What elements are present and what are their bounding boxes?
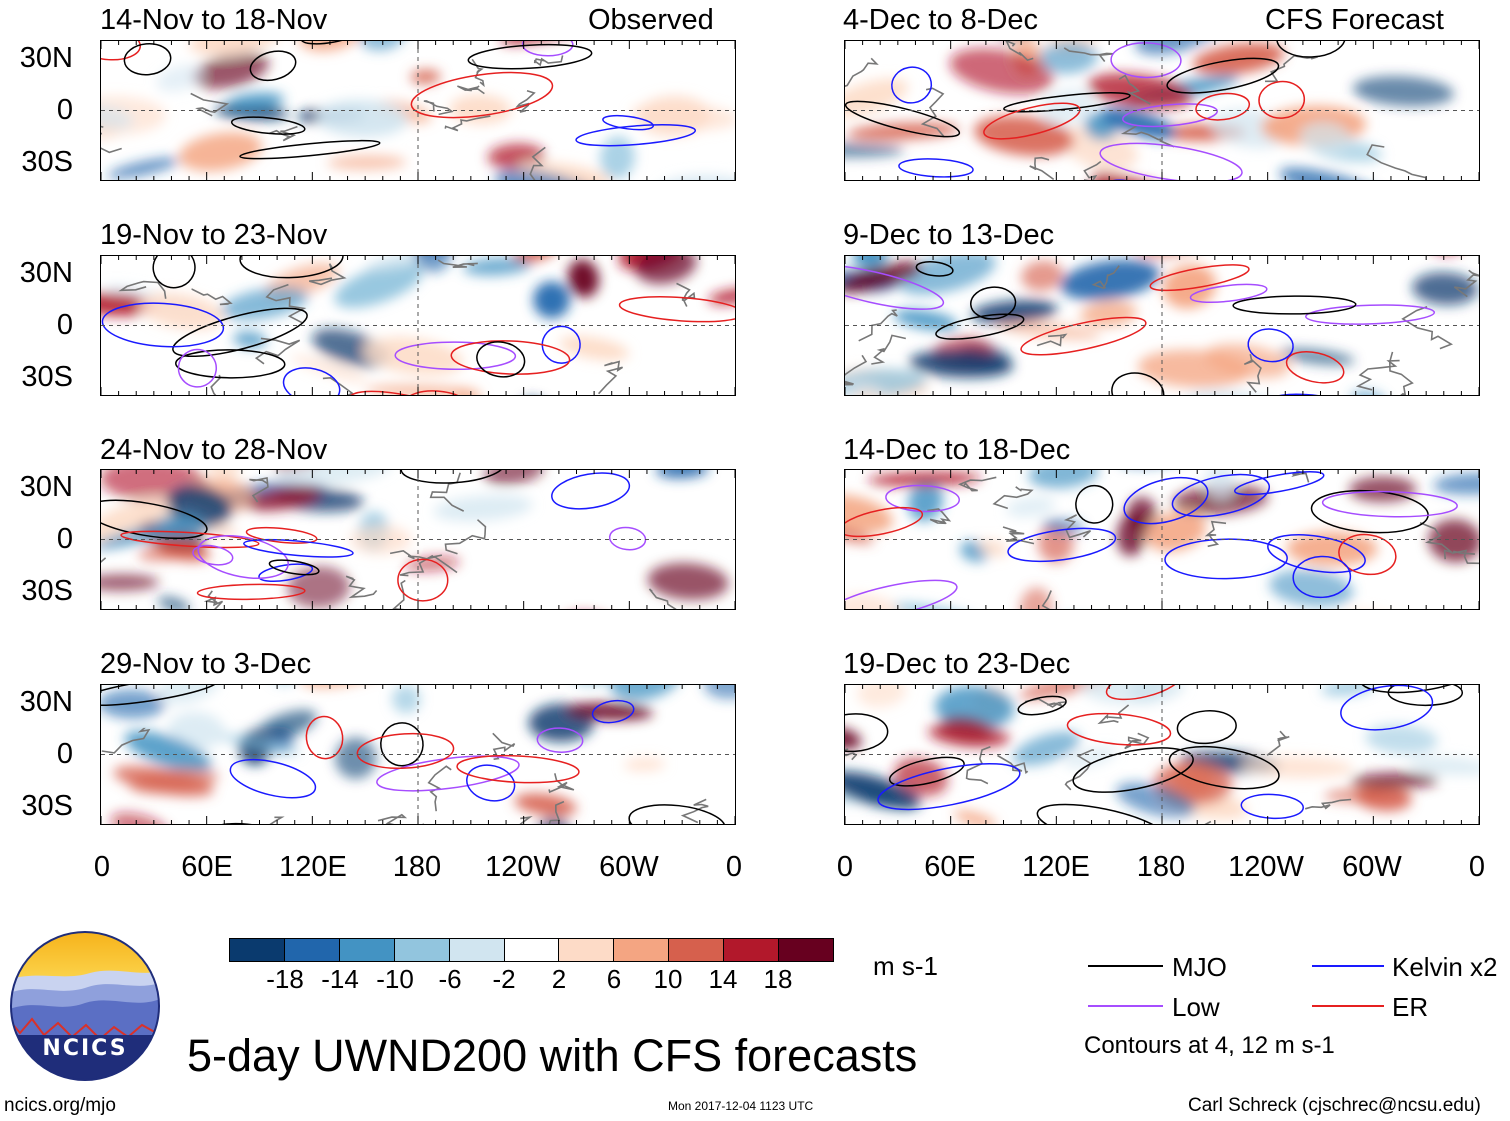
map-panel-left-3[interactable] xyxy=(100,469,736,610)
lon-label-0: 0 xyxy=(1468,851,1486,883)
map-panel-right-4[interactable] xyxy=(844,684,1480,825)
lon-label-60w: 60W xyxy=(1342,851,1402,883)
colorbar-swatch xyxy=(449,939,505,961)
lon-label-0: 0 xyxy=(93,851,111,883)
colorbar-tick: 18 xyxy=(763,964,793,994)
map-graphic xyxy=(845,41,1479,180)
lat-label-30n: 30N xyxy=(19,257,73,289)
ncics-logo-graphic: NCICS xyxy=(10,931,160,1081)
lat-label-30s: 30S xyxy=(21,361,73,393)
colorbar-tick: 10 xyxy=(653,964,683,994)
legend-label-mjo: MJO xyxy=(1172,952,1227,982)
lat-label-30s: 30S xyxy=(21,575,73,607)
lat-label-eq: 0 xyxy=(56,523,73,555)
figure-title: 5-day UWND200 with CFS forecasts xyxy=(187,1030,918,1081)
map-graphic xyxy=(101,685,735,824)
lat-label-30s: 30S xyxy=(21,790,73,822)
colorbar-swatch xyxy=(779,939,833,961)
map-graphic xyxy=(101,41,735,180)
map-graphic xyxy=(845,685,1479,824)
legend-line-mjo xyxy=(1088,965,1163,967)
legend-line-kelvin xyxy=(1312,965,1384,967)
colorbar-swatch xyxy=(339,939,395,961)
lon-label-120w: 120W xyxy=(1228,851,1304,883)
lat-label-eq: 0 xyxy=(56,94,73,126)
colorbar-swatch xyxy=(724,939,780,961)
lon-label-0: 0 xyxy=(836,851,854,883)
column-label-cfs-forecast: CFS Forecast xyxy=(1265,4,1444,36)
lon-label-60w: 60W xyxy=(599,851,659,883)
panel-title-left-3: 24-Nov to 28-Nov xyxy=(100,434,328,466)
panel-title-right-4: 19-Dec to 23-Dec xyxy=(843,648,1071,680)
lon-label-60e: 60E xyxy=(181,851,233,883)
lon-label-0: 0 xyxy=(725,851,743,883)
lat-label-30n: 30N xyxy=(19,471,73,503)
lon-label-180: 180 xyxy=(392,851,442,883)
colorbar-swatches xyxy=(229,938,834,962)
map-panel-right-1[interactable] xyxy=(844,40,1480,181)
lat-label-30n: 30N xyxy=(19,42,73,74)
colorbar-tick: -14 xyxy=(321,964,359,994)
map-panel-right-3[interactable] xyxy=(844,469,1480,610)
panel-title-left-4: 29-Nov to 3-Dec xyxy=(100,648,312,680)
colorbar-units: m s-1 xyxy=(873,951,938,981)
colorbar-swatch xyxy=(504,939,560,961)
colorbar-swatch xyxy=(394,939,450,961)
author-credit: Carl Schreck (cjschrec@ncsu.edu) xyxy=(1188,1095,1481,1116)
lat-label-eq: 0 xyxy=(56,738,73,770)
panel-title-left-1: 14-Nov to 18-Nov xyxy=(100,4,328,36)
colorbar-tick: 14 xyxy=(708,964,738,994)
panel-title-right-1: 4-Dec to 8-Dec xyxy=(843,4,1039,36)
colorbar-tick: 6 xyxy=(606,964,622,994)
panel-title-right-3: 14-Dec to 18-Dec xyxy=(843,434,1071,466)
colorbar-swatch xyxy=(230,939,285,961)
ncics-logo[interactable]: NCICS xyxy=(10,931,160,1081)
colorbar-swatch xyxy=(669,939,725,961)
colorbar-swatch xyxy=(284,939,340,961)
legend-label-kelvin: Kelvin x2 xyxy=(1392,952,1498,982)
panel-title-left-2: 19-Nov to 23-Nov xyxy=(100,219,328,251)
lat-label-30n: 30N xyxy=(19,686,73,718)
lon-label-120e: 120E xyxy=(1022,851,1090,883)
lon-label-120w: 120W xyxy=(485,851,561,883)
colorbar-tick: -10 xyxy=(376,964,414,994)
lon-label-120e: 120E xyxy=(279,851,347,883)
map-panel-left-1[interactable] xyxy=(100,40,736,181)
panel-title-right-2: 9-Dec to 13-Dec xyxy=(843,219,1055,251)
column-label-observed: Observed xyxy=(588,4,714,36)
lon-label-180: 180 xyxy=(1136,851,1186,883)
colorbar-tick: -6 xyxy=(438,964,462,994)
legend-line-er xyxy=(1312,1005,1384,1007)
ncics-logo-text: NCICS xyxy=(42,1036,127,1061)
map-panel-left-4[interactable] xyxy=(100,684,736,825)
contour-note: Contours at 4, 12 m s-1 xyxy=(1084,1032,1335,1059)
colorbar-swatch xyxy=(614,939,670,961)
map-graphic xyxy=(101,470,735,609)
colorbar-swatch xyxy=(559,939,615,961)
map-graphic xyxy=(101,256,735,395)
map-panel-left-2[interactable] xyxy=(100,255,736,396)
legend-label-low: Low xyxy=(1172,992,1220,1022)
lat-label-30s: 30S xyxy=(21,146,73,178)
map-graphic xyxy=(845,256,1479,395)
timestamp: Mon 2017-12-04 1123 UTC xyxy=(668,1099,814,1113)
legend-label-er: ER xyxy=(1392,992,1429,1022)
site-url[interactable]: ncics.org/mjo xyxy=(4,1095,116,1116)
colorbar-tick: 2 xyxy=(551,964,567,994)
colorbar-tick: -18 xyxy=(266,964,304,994)
colorbar-tick: -2 xyxy=(492,964,516,994)
lat-label-eq: 0 xyxy=(56,309,73,341)
legend-line-low xyxy=(1088,1005,1163,1007)
map-panel-right-2[interactable] xyxy=(844,255,1480,396)
map-graphic xyxy=(845,470,1479,609)
lon-label-60e: 60E xyxy=(924,851,976,883)
